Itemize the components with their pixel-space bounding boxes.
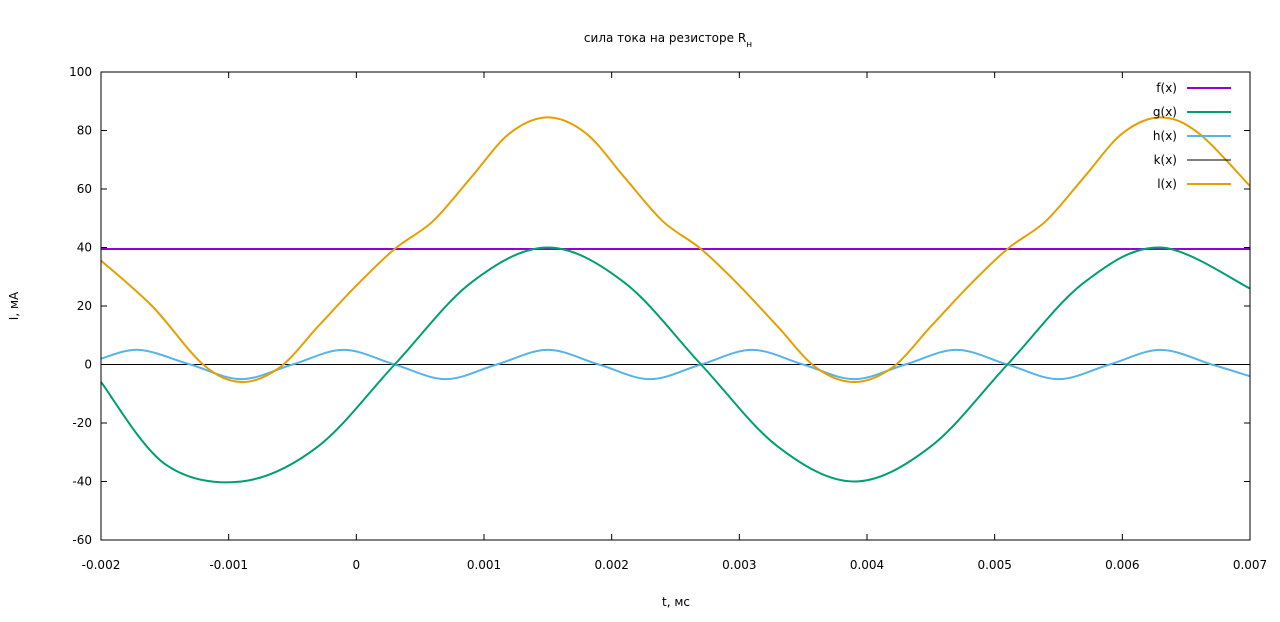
y-tick-label: -20 xyxy=(72,416,92,430)
chart-title-main: сила тока на резисторе R xyxy=(584,31,746,45)
legend-label: g(x) xyxy=(1153,105,1177,119)
y-tick-label: 60 xyxy=(77,182,92,196)
x-tick-label: 0.004 xyxy=(850,558,884,572)
x-tick-label: 0.001 xyxy=(467,558,501,572)
x-tick-label: 0.003 xyxy=(722,558,756,572)
x-tick-label: 0.002 xyxy=(594,558,628,572)
y-tick-label: 20 xyxy=(77,299,92,313)
y-tick-label: 0 xyxy=(84,358,92,372)
series-line-hx xyxy=(100,348,1251,381)
y-tick-label: 80 xyxy=(77,124,92,138)
legend: f(x) g(x) h(x) k(x) l(x) xyxy=(1153,81,1231,191)
x-tick-label: -0.002 xyxy=(82,558,121,572)
plot-frame xyxy=(100,71,1251,541)
y-tick-label: -40 xyxy=(72,475,92,489)
y-axis-label: I, мА xyxy=(7,291,21,320)
legend-label: f(x) xyxy=(1156,81,1177,95)
x-tick-label: 0 xyxy=(353,558,361,572)
axis-ticks: -0.002 -0.001 0 0.001 0.002 0.003 0.004 0.005 0.… xyxy=(69,65,1267,572)
chart-title: сила тока на резисторе Rн xyxy=(584,31,752,50)
y-tick-label: 40 xyxy=(77,241,92,255)
legend-label: l(x) xyxy=(1157,177,1177,191)
legend-label: h(x) xyxy=(1153,129,1177,143)
y-tick-label: -60 xyxy=(72,533,92,547)
x-tick-label: 0.005 xyxy=(977,558,1011,572)
x-tick-label: 0.006 xyxy=(1105,558,1139,572)
x-tick-label: 0.007 xyxy=(1233,558,1267,572)
series-line-lx xyxy=(100,116,1251,384)
legend-label: k(x) xyxy=(1154,153,1177,167)
series-lines xyxy=(100,116,1251,484)
y-tick-label: 100 xyxy=(69,65,92,79)
chart-title-subscript: н xyxy=(746,40,752,50)
series-line-gx xyxy=(100,246,1251,484)
x-axis-label: t, мс xyxy=(662,595,690,609)
x-tick-label: -0.001 xyxy=(209,558,248,572)
